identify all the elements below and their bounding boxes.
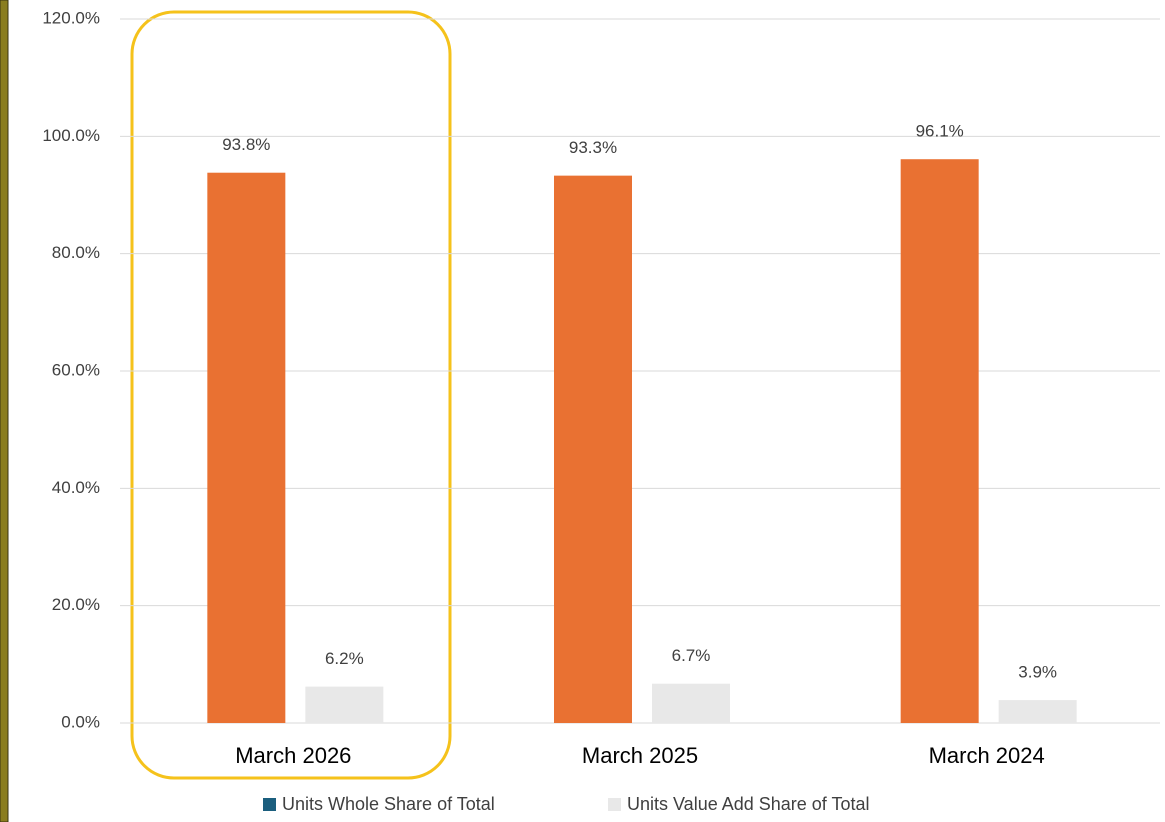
bar [207, 172, 286, 723]
x-tick-label: March 2026 [235, 743, 351, 768]
value-label: 3.9% [1018, 663, 1057, 682]
y-tick-label: 120.0% [42, 8, 100, 27]
bar [554, 175, 632, 723]
legend-label: Units Value Add Share of Total [627, 794, 870, 814]
legend-label: Units Whole Share of Total [282, 794, 495, 814]
bar [305, 686, 384, 723]
value-label: 96.1% [916, 122, 964, 141]
bar [652, 683, 730, 723]
x-tick-label: March 2025 [582, 743, 698, 768]
y-tick-label: 100.0% [42, 126, 100, 145]
y-tick-label: 20.0% [52, 595, 100, 614]
highlight-box [130, 10, 452, 780]
x-tick-label: March 2024 [929, 743, 1045, 768]
value-label: 93.8% [222, 135, 270, 154]
value-label: 6.2% [325, 649, 364, 668]
y-tick-label: 0.0% [61, 712, 100, 731]
left-border [0, 0, 9, 822]
bar [998, 700, 1077, 723]
bar [900, 159, 979, 724]
legend-swatch [263, 798, 276, 811]
y-tick-label: 40.0% [52, 478, 100, 497]
y-tick-label: 80.0% [52, 243, 100, 262]
legend-swatch [608, 798, 621, 811]
y-tick-label: 60.0% [52, 360, 100, 379]
value-label: 93.3% [569, 138, 617, 157]
value-label: 6.7% [672, 646, 711, 665]
